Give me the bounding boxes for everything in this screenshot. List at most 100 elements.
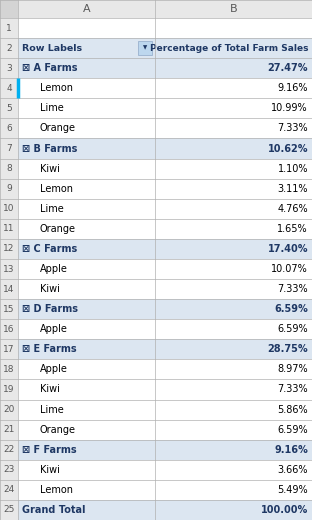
Text: 10.99%: 10.99% xyxy=(271,103,308,113)
Text: 8.97%: 8.97% xyxy=(277,365,308,374)
Bar xyxy=(18,259,155,279)
Text: 1.65%: 1.65% xyxy=(277,224,308,234)
Bar xyxy=(18,179,155,199)
Bar xyxy=(18,460,155,480)
Text: 20: 20 xyxy=(3,405,15,414)
Bar xyxy=(0,219,18,239)
Text: 9.16%: 9.16% xyxy=(277,83,308,93)
Text: ⊠ D Farms: ⊠ D Farms xyxy=(22,304,78,314)
Bar xyxy=(138,41,152,55)
Bar xyxy=(155,460,312,480)
Bar xyxy=(155,179,312,199)
Text: 1: 1 xyxy=(6,23,12,33)
Bar xyxy=(0,259,18,279)
Text: 14: 14 xyxy=(3,284,15,294)
Text: 13: 13 xyxy=(3,265,15,274)
Bar xyxy=(155,279,312,299)
Text: 7.33%: 7.33% xyxy=(277,123,308,134)
Text: 25: 25 xyxy=(3,505,15,514)
Bar xyxy=(18,279,155,299)
Text: ⊠ A Farms: ⊠ A Farms xyxy=(22,63,77,73)
Bar xyxy=(0,319,18,339)
Bar xyxy=(0,18,18,38)
Bar xyxy=(155,480,312,500)
Bar xyxy=(0,480,18,500)
Text: 5.49%: 5.49% xyxy=(277,485,308,495)
Bar xyxy=(0,420,18,440)
Bar xyxy=(18,58,155,78)
Text: 18: 18 xyxy=(3,365,15,374)
Text: 21: 21 xyxy=(3,425,15,434)
Text: 10.07%: 10.07% xyxy=(271,264,308,274)
Text: 10: 10 xyxy=(3,204,15,213)
Text: 4.76%: 4.76% xyxy=(277,204,308,214)
Text: Orange: Orange xyxy=(40,224,76,234)
Bar xyxy=(155,58,312,78)
Bar xyxy=(0,359,18,380)
Bar xyxy=(18,78,155,98)
Text: 6: 6 xyxy=(6,124,12,133)
Text: Lemon: Lemon xyxy=(40,83,73,93)
Text: 1.10%: 1.10% xyxy=(277,164,308,174)
Text: 7: 7 xyxy=(6,144,12,153)
Bar xyxy=(18,119,155,138)
Bar xyxy=(0,440,18,460)
Text: 6.59%: 6.59% xyxy=(274,304,308,314)
Bar xyxy=(0,38,18,58)
Bar xyxy=(18,138,155,159)
Text: Lemon: Lemon xyxy=(40,485,73,495)
Text: Apple: Apple xyxy=(40,365,68,374)
Text: 28.75%: 28.75% xyxy=(267,344,308,354)
Text: 2: 2 xyxy=(6,44,12,53)
Bar xyxy=(155,339,312,359)
Bar xyxy=(18,399,155,420)
Text: 7.33%: 7.33% xyxy=(277,284,308,294)
Bar xyxy=(18,319,155,339)
Text: Kiwi: Kiwi xyxy=(40,465,60,475)
Bar xyxy=(0,199,18,219)
Text: 10.62%: 10.62% xyxy=(267,144,308,153)
Bar xyxy=(0,339,18,359)
Text: Apple: Apple xyxy=(40,264,68,274)
Bar xyxy=(155,199,312,219)
Bar xyxy=(155,500,312,520)
Bar xyxy=(18,38,155,58)
Bar xyxy=(0,0,18,18)
Bar xyxy=(18,98,155,119)
Bar xyxy=(18,440,155,460)
Text: 9: 9 xyxy=(6,184,12,193)
Bar xyxy=(0,399,18,420)
Bar xyxy=(18,219,155,239)
Text: 8: 8 xyxy=(6,164,12,173)
Text: Lime: Lime xyxy=(40,204,64,214)
Bar xyxy=(155,239,312,259)
Bar xyxy=(0,119,18,138)
Bar xyxy=(0,460,18,480)
Bar xyxy=(18,359,155,380)
Text: 6.59%: 6.59% xyxy=(277,324,308,334)
Text: Kiwi: Kiwi xyxy=(40,284,60,294)
Bar xyxy=(155,119,312,138)
Bar xyxy=(155,219,312,239)
Text: Grand Total: Grand Total xyxy=(22,505,85,515)
Bar xyxy=(155,299,312,319)
Text: Orange: Orange xyxy=(40,123,76,134)
Bar xyxy=(18,339,155,359)
Bar xyxy=(155,359,312,380)
Text: ▼: ▼ xyxy=(143,46,147,50)
Text: 5: 5 xyxy=(6,104,12,113)
Bar xyxy=(0,58,18,78)
Text: Kiwi: Kiwi xyxy=(40,384,60,395)
Bar xyxy=(18,500,155,520)
Bar xyxy=(18,239,155,259)
Text: 11: 11 xyxy=(3,224,15,233)
Text: Orange: Orange xyxy=(40,425,76,435)
Bar xyxy=(0,179,18,199)
Text: 3.11%: 3.11% xyxy=(277,184,308,193)
Bar xyxy=(18,18,312,38)
Bar xyxy=(18,480,155,500)
Text: 3.66%: 3.66% xyxy=(277,465,308,475)
Text: 100.00%: 100.00% xyxy=(261,505,308,515)
Bar xyxy=(18,380,155,399)
Text: Lime: Lime xyxy=(40,405,64,414)
